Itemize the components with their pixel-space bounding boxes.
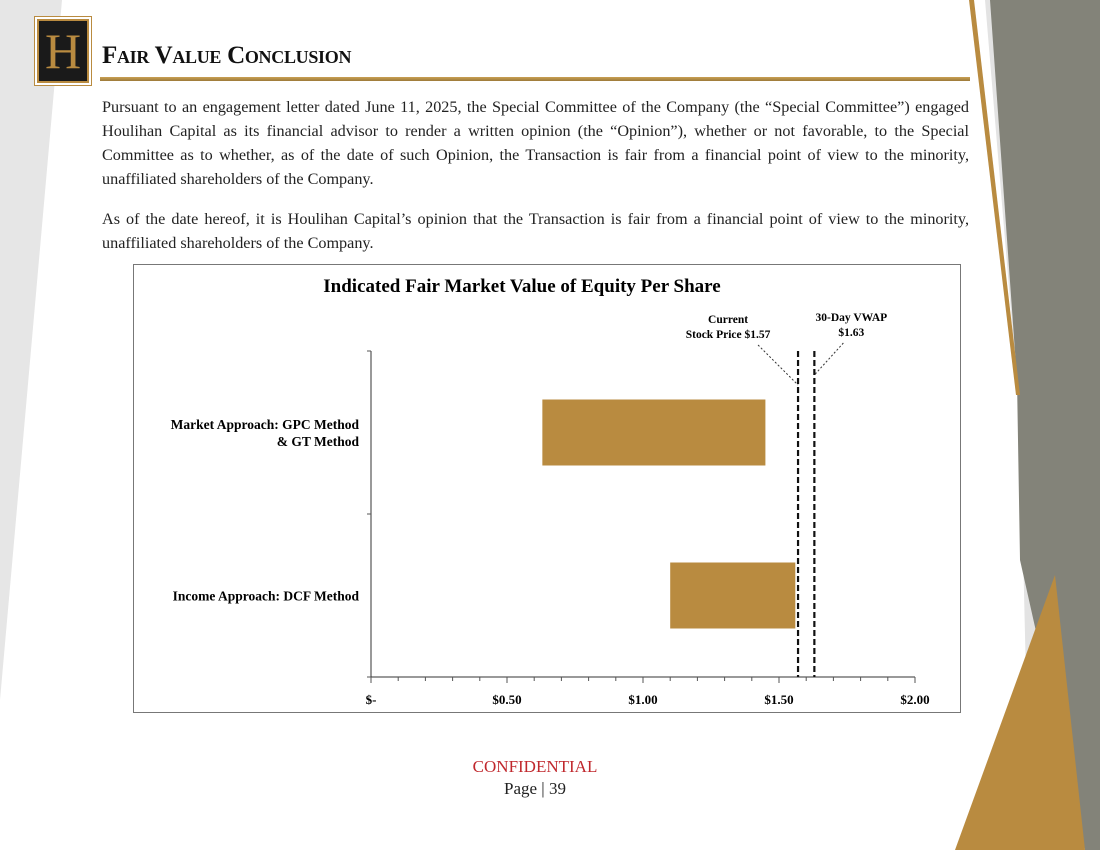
category-label: & GT Method bbox=[277, 434, 360, 449]
paragraph-engagement: Pursuant to an engagement letter dated J… bbox=[102, 98, 969, 188]
range-bar bbox=[542, 399, 766, 466]
reference-label: Current bbox=[708, 314, 748, 326]
company-logo: H bbox=[37, 19, 89, 83]
title-underline bbox=[100, 77, 970, 81]
chart-title: Indicated Fair Market Value of Equity Pe… bbox=[323, 276, 720, 297]
reference-leader bbox=[813, 342, 844, 376]
page-number: Page | 39 bbox=[504, 779, 566, 798]
fair-value-chart: Indicated Fair Market Value of Equity Pe… bbox=[171, 276, 930, 707]
logo-letter: H bbox=[44, 23, 82, 79]
range-bar bbox=[670, 562, 796, 629]
x-tick-label: $2.00 bbox=[900, 692, 929, 707]
chart-container: Indicated Fair Market Value of Equity Pe… bbox=[133, 264, 961, 713]
x-tick-label: $0.50 bbox=[492, 692, 521, 707]
paragraph-opinion: As of the date hereof, it is Houlihan Ca… bbox=[102, 210, 969, 252]
category-label: Income Approach: DCF Method bbox=[173, 589, 360, 604]
confidential-label: CONFIDENTIAL bbox=[472, 757, 598, 776]
reference-label: Stock Price $1.57 bbox=[686, 328, 771, 341]
page-title: Fair Value Conclusion bbox=[102, 42, 352, 69]
reference-label: $1.63 bbox=[838, 326, 864, 339]
x-tick-label: $1.00 bbox=[628, 692, 657, 707]
reference-label: 30-Day VWAP bbox=[816, 312, 888, 324]
reference-leader bbox=[757, 344, 799, 386]
x-tick-label: $1.50 bbox=[764, 692, 793, 707]
category-label: Market Approach: GPC Method bbox=[171, 417, 360, 432]
x-tick-label: $- bbox=[366, 692, 377, 707]
